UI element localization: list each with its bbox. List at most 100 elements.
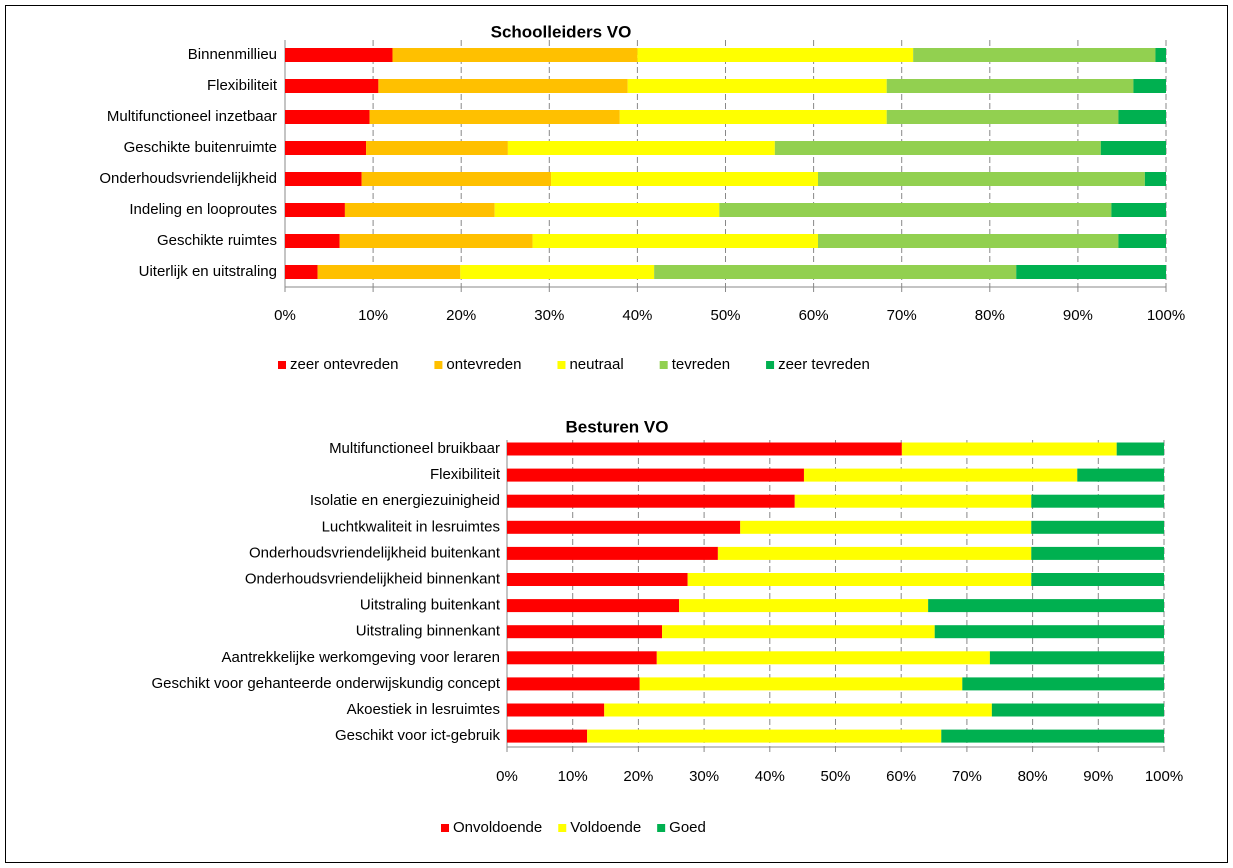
bar-segment [507, 520, 741, 534]
category-label: Flexibiliteit [430, 466, 501, 483]
bar-segment [369, 110, 620, 124]
x-tick-label: 30% [689, 768, 719, 785]
category-label: Luchtkwaliteit in lesruimtes [322, 518, 500, 535]
bar-segment [587, 729, 942, 743]
bar-segment [285, 265, 318, 279]
bar-segment [639, 677, 963, 691]
bar-segment [627, 79, 887, 93]
legend-swatch [557, 361, 566, 369]
x-tick-label: 10% [358, 307, 388, 324]
bar-segment [934, 625, 1164, 639]
category-label: Indeling en looproutes [129, 201, 277, 218]
x-tick-label: 40% [622, 307, 652, 324]
bar-segment [1031, 520, 1164, 534]
category-label: Geschikt voor ict-gebruik [335, 727, 501, 744]
legend-label: ontevreden [446, 356, 521, 373]
bar-segment [886, 110, 1119, 124]
bar-segment [637, 48, 914, 62]
x-tick-label: 0% [496, 768, 518, 785]
bar-segment [794, 494, 1032, 508]
bar-segment [507, 625, 663, 639]
bar-segment [460, 265, 655, 279]
bar-segment [1100, 141, 1166, 155]
legend-swatch [659, 361, 668, 369]
category-label: Geschikte buitenruimte [124, 139, 277, 156]
bar-segment [604, 703, 992, 717]
bar-segment [285, 172, 362, 186]
bar-segment [913, 48, 1156, 62]
bar-segment [507, 599, 680, 613]
bar-segment [344, 203, 495, 217]
bar-segment [679, 599, 929, 613]
x-tick-label: 40% [755, 768, 785, 785]
bar-segment [656, 651, 990, 665]
legend-swatch [441, 824, 449, 832]
category-label: Flexibiliteit [207, 77, 278, 94]
legend-swatch [558, 824, 567, 832]
bar-segment [1118, 110, 1166, 124]
bar-segment [1016, 265, 1166, 279]
bar-segment [507, 468, 804, 482]
chart-title: Schoolleiders VO [491, 22, 632, 41]
legend-swatch [766, 361, 775, 369]
legend-swatch [434, 361, 443, 369]
bar-segment [507, 494, 795, 508]
legend-swatch [278, 361, 286, 369]
x-tick-label: 50% [710, 307, 740, 324]
legend-label: Voldoende [570, 819, 641, 836]
bar-segment [285, 79, 379, 93]
bar-segment [361, 172, 552, 186]
category-label: Aantrekkelijke werkomgeving voor leraren [222, 649, 500, 666]
bar-segment [687, 573, 1032, 586]
bar-segment [507, 677, 640, 691]
x-tick-label: 0% [274, 307, 296, 324]
legend-label: zeer tevreden [778, 356, 870, 373]
bar-segment [654, 265, 1017, 279]
category-label: Uitstraling buitenkant [360, 597, 501, 614]
bar-segment [1031, 573, 1164, 586]
x-tick-label: 50% [820, 768, 850, 785]
category-label: Onderhoudsvriendelijkheid buitenkant [249, 544, 501, 561]
bar-segment [339, 234, 533, 248]
x-tick-label: 100% [1145, 768, 1183, 785]
bar-segment [818, 234, 1119, 248]
x-tick-label: 90% [1063, 307, 1093, 324]
bar-segment [494, 203, 720, 217]
bar-segment [803, 468, 1078, 482]
bar-segment [1116, 442, 1164, 456]
bar-segment [392, 48, 638, 62]
bar-segment [317, 265, 461, 279]
bar-segment [1155, 48, 1166, 62]
category-label: Multifunctioneel bruikbaar [329, 440, 500, 457]
category-label: Uitstraling binnenkant [356, 623, 501, 640]
category-label: Uiterlijk en uitstraling [139, 263, 277, 280]
legend-label: tevreden [672, 356, 730, 373]
category-label: Isolatie en energiezuinigheid [310, 492, 500, 509]
bar-segment [662, 625, 935, 639]
x-tick-label: 60% [799, 307, 829, 324]
bar-segment [1118, 234, 1166, 248]
bar-segment [1144, 172, 1166, 186]
x-tick-label: 80% [1018, 768, 1048, 785]
category-label: Geschikt voor gehanteerde onderwijskundi… [151, 675, 500, 692]
category-label: Binnenmillieu [188, 46, 277, 63]
bar-segment [507, 729, 588, 743]
bar-segment [989, 651, 1164, 665]
bar-segment [532, 234, 819, 248]
x-tick-label: 60% [886, 768, 916, 785]
bar-segment [901, 442, 1117, 456]
bar-segment [1031, 546, 1164, 560]
bar-segment [619, 110, 887, 124]
bar-segment [285, 141, 367, 155]
legend-label: neutraal [569, 356, 623, 373]
bar-segment [378, 79, 628, 93]
bar-segment [719, 203, 1112, 217]
bar-segment [717, 546, 1032, 560]
bar-segment [774, 141, 1101, 155]
x-tick-label: 70% [887, 307, 917, 324]
bar-segment [507, 651, 657, 665]
legend-swatch [657, 824, 666, 832]
bar-segment [1133, 79, 1166, 93]
bar-segment [285, 234, 340, 248]
